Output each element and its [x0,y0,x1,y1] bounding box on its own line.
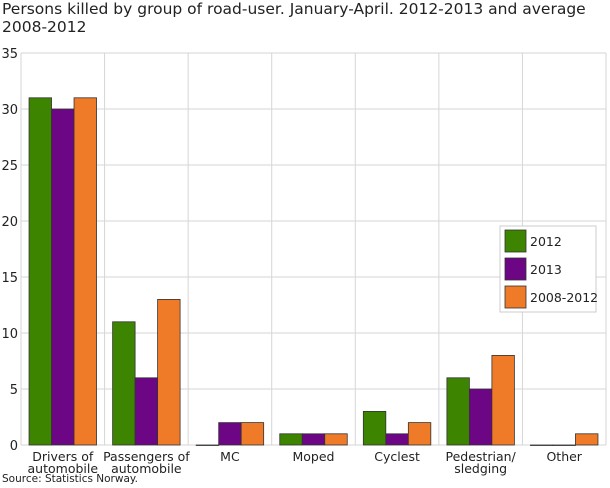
x-tick-label: MC [220,449,240,464]
bar-2008-2012 [240,422,265,446]
x-tick-label: Drivers of [32,449,94,464]
bar-2013 [385,433,409,446]
bar-2012 [28,97,52,446]
bar-2008-2012 [73,97,97,446]
bar-2012 [112,321,136,446]
x-tick-label: sledging [454,461,507,476]
x-tick-label: automobile [28,461,99,476]
bar-2013 [51,108,75,446]
legend-swatch [504,229,527,253]
legend-swatch [504,285,527,309]
bar-2013 [218,422,242,446]
bar-2008-2012 [575,433,599,446]
bar-2008-2012 [324,433,348,446]
bar-2013 [468,388,493,446]
bar-2012 [530,444,554,446]
bar-2008-2012 [407,422,432,446]
x-tick-label: Moped [293,449,335,464]
bar-2013 [134,377,159,446]
bar-2013 [552,444,576,446]
y-tick-label: 5 [10,383,18,398]
y-tick-label: 25 [1,159,18,174]
legend-label: 2008-2012 [530,290,598,305]
bar-2013 [301,433,326,446]
legend-swatch [504,257,527,281]
bar-2012 [362,410,387,446]
x-tick-label: Other [546,449,582,464]
legend-label: 2013 [530,262,562,277]
x-tick-label: automobile [111,461,182,476]
bar-2012 [446,377,470,446]
y-tick-label: 30 [1,103,18,118]
legend-label: 2012 [530,234,562,249]
y-tick-label: 35 [1,47,18,62]
chart-title: Persons killed by group of road-user. Ja… [2,0,586,36]
bar-2012 [279,433,303,446]
x-tick-label: Cyclest [374,449,420,464]
y-tick-label: 0 [10,439,18,454]
bar-2012 [195,444,220,446]
x-tick-label: Passengers of [103,449,190,464]
y-tick-label: 20 [1,215,18,230]
x-tick-label: Pedestrian/ [446,449,517,464]
bar-2008-2012 [157,298,181,446]
bar-2008-2012 [491,354,515,446]
y-tick-label: 10 [1,327,18,342]
source-note: Source: Statistics Norway. [2,473,138,485]
y-tick-label: 15 [1,271,18,286]
